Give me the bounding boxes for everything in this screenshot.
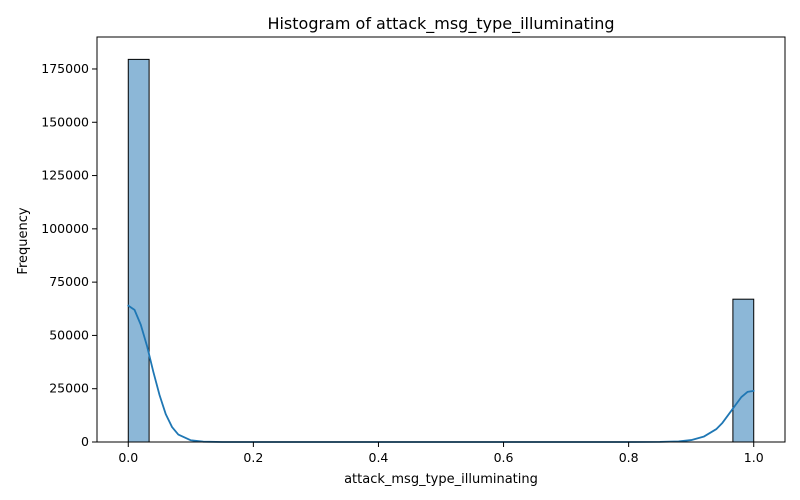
axes-group (96, 36, 786, 443)
y-tick-label-5: 125000 (41, 168, 89, 183)
x-ticks-group: 0.0 0.2 0.4 0.6 0.8 1.0 (118, 442, 764, 465)
x-tick-label-0: 0.0 (118, 450, 138, 465)
y-tick-label-2: 50000 (49, 327, 89, 342)
y-axis-label: Frequency (16, 207, 31, 274)
y-tick-label-4: 100000 (41, 221, 89, 236)
y-tick-label-0: 0 (81, 434, 89, 449)
histogram-bar-0 (127, 58, 150, 443)
plot-frame (96, 36, 786, 443)
x-tick-label-3: 0.6 (494, 450, 514, 465)
x-tick-label-2: 0.4 (369, 450, 389, 465)
histogram-bar-1 (732, 298, 755, 443)
plot-area (97, 37, 785, 442)
y-tick-label-7: 175000 (41, 61, 89, 76)
x-tick-label-1: 0.2 (243, 450, 263, 465)
y-tick-label-6: 150000 (41, 114, 89, 129)
x-axis-label: attack_msg_type_illuminating (344, 472, 538, 487)
y-tick-label-1: 25000 (49, 381, 89, 396)
y-tick-label-3: 75000 (49, 274, 89, 289)
chart-title: Histogram of attack_msg_type_illuminatin… (267, 14, 614, 34)
x-tick-label-5: 1.0 (744, 450, 764, 465)
x-tick-label-4: 0.8 (619, 450, 639, 465)
y-ticks-group: 0 25000 50000 75000 100000 125000 150000 175000 (41, 61, 97, 449)
plot-background (97, 37, 785, 442)
bars-group (127, 58, 755, 443)
